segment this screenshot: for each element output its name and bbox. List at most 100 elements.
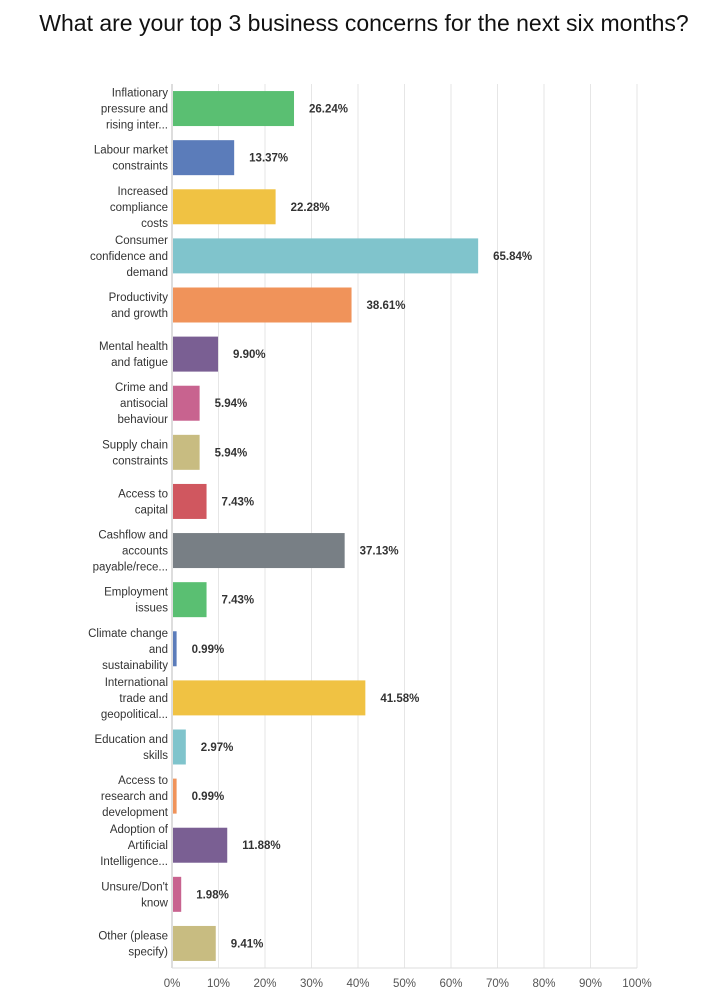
value-label: 7.43% — [222, 496, 255, 508]
category-label-line: Mental health — [99, 341, 168, 353]
category-label-line: and fatigue — [111, 357, 168, 369]
category-label-line: specify) — [128, 946, 168, 958]
value-label: 7.43% — [222, 595, 255, 607]
value-label: 0.99% — [192, 644, 225, 656]
category-label-line: rising inter... — [106, 120, 168, 132]
value-label: 26.24% — [309, 104, 348, 116]
category-label-line: Employment — [104, 587, 169, 599]
x-tick-label: 90% — [579, 978, 602, 990]
category-label: Labour market constraints — [94, 145, 169, 173]
x-tick-label: 100% — [622, 978, 651, 990]
category-label: Supply chain constraints — [102, 439, 168, 467]
category-label-line: behaviour — [117, 414, 168, 426]
bar — [173, 140, 235, 176]
value-label: 41.58% — [380, 693, 419, 705]
category-label-line: geopolitical... — [101, 709, 168, 721]
x-tick-label: 40% — [346, 978, 369, 990]
category-label-line: Unsure/Don't — [101, 881, 169, 893]
bar — [173, 238, 479, 274]
x-tick-label: 80% — [532, 978, 555, 990]
bar — [173, 582, 207, 618]
category-label: Other (please specify) — [98, 930, 168, 958]
x-tick-label: 70% — [486, 978, 509, 990]
value-label: 1.98% — [196, 889, 229, 901]
bar — [173, 336, 219, 372]
x-tick-label: 30% — [300, 978, 323, 990]
category-label-line: confidence and — [90, 251, 168, 263]
value-label: 37.13% — [360, 546, 399, 558]
value-label: 0.99% — [192, 791, 225, 803]
category-label-line: Crime and — [115, 382, 168, 394]
category-label-line: Productivity — [109, 292, 169, 304]
value-label: 9.90% — [233, 349, 266, 361]
x-tick-label: 0% — [164, 978, 181, 990]
value-label: 5.94% — [215, 398, 248, 410]
bar — [173, 385, 200, 421]
category-label-line: payable/rece... — [93, 562, 168, 574]
category-label-line: constraints — [112, 455, 168, 467]
category-label-line: development — [102, 807, 169, 819]
category-label-line: issues — [135, 603, 168, 615]
category-label-line: sustainability — [102, 660, 168, 672]
category-label-line: Supply chain — [102, 439, 168, 451]
x-tick-label: 20% — [253, 978, 276, 990]
category-label-line: Increased — [117, 186, 168, 198]
value-label: 13.37% — [249, 153, 288, 165]
bar — [173, 189, 276, 225]
bar — [173, 778, 177, 814]
bar — [173, 91, 295, 127]
value-label: 22.28% — [291, 202, 330, 214]
category-label-line: antisocial — [120, 398, 168, 410]
category-label-line: Adoption of — [110, 824, 169, 836]
category-label-line: capital — [135, 504, 168, 516]
bar — [173, 434, 200, 470]
value-label: 5.94% — [215, 447, 248, 459]
category-label: Adoption of Artificial Intelligence... — [100, 824, 169, 868]
category-label-line: International — [105, 677, 168, 689]
bar — [173, 729, 186, 765]
category-label-line: demand — [126, 267, 168, 279]
category-label-line: Education and — [94, 734, 168, 746]
x-tick-label: 60% — [439, 978, 462, 990]
category-label-line: Access to — [118, 488, 168, 500]
category-label: Inflationary pressure and rising inter... — [101, 88, 168, 132]
category-label-line: costs — [141, 218, 168, 230]
category-label: Climate change and sustainability — [88, 628, 168, 672]
bar — [173, 287, 352, 323]
x-tick-label: 10% — [207, 978, 230, 990]
value-label: 2.97% — [201, 742, 234, 754]
bar — [173, 533, 345, 569]
category-label-line: compliance — [110, 202, 168, 214]
category-label: Access to research and development — [101, 775, 169, 819]
category-label: Education and skills — [94, 734, 168, 762]
bar — [173, 483, 207, 519]
category-label-line: and — [149, 644, 168, 656]
category-label-line: Inflationary — [112, 88, 169, 100]
category-label: Crime and antisocial behaviour — [115, 382, 168, 426]
bar — [173, 876, 182, 912]
category-label-line: Other (please — [98, 930, 168, 942]
category-label-line: Intelligence... — [100, 856, 168, 868]
category-label-line: research and — [101, 791, 168, 803]
category-label: Cashflow and accounts payable/rece... — [93, 530, 169, 574]
category-label: Productivity and growth — [109, 292, 169, 320]
value-label: 65.84% — [493, 251, 532, 263]
chart-title: What are your top 3 business concerns fo… — [39, 10, 689, 36]
value-label: 38.61% — [367, 300, 406, 312]
category-label-line: Artificial — [128, 840, 168, 852]
bar — [173, 631, 177, 667]
category-label-line: trade and — [119, 693, 168, 705]
category-label-line: and growth — [111, 308, 168, 320]
category-label-line: Cashflow and — [98, 530, 168, 542]
category-label: Mental health and fatigue — [99, 341, 168, 369]
category-label-line: Access to — [118, 775, 168, 787]
category-label-line: Consumer — [115, 235, 168, 247]
category-label: Access to capital — [118, 488, 168, 516]
category-label-line: know — [141, 897, 169, 909]
category-label: Unsure/Don't know — [101, 881, 169, 909]
category-label: Consumer confidence and demand — [90, 235, 168, 279]
category-label: International trade and geopolitical... — [101, 677, 168, 721]
bar — [173, 827, 228, 863]
category-label: Employment issues — [104, 587, 169, 615]
